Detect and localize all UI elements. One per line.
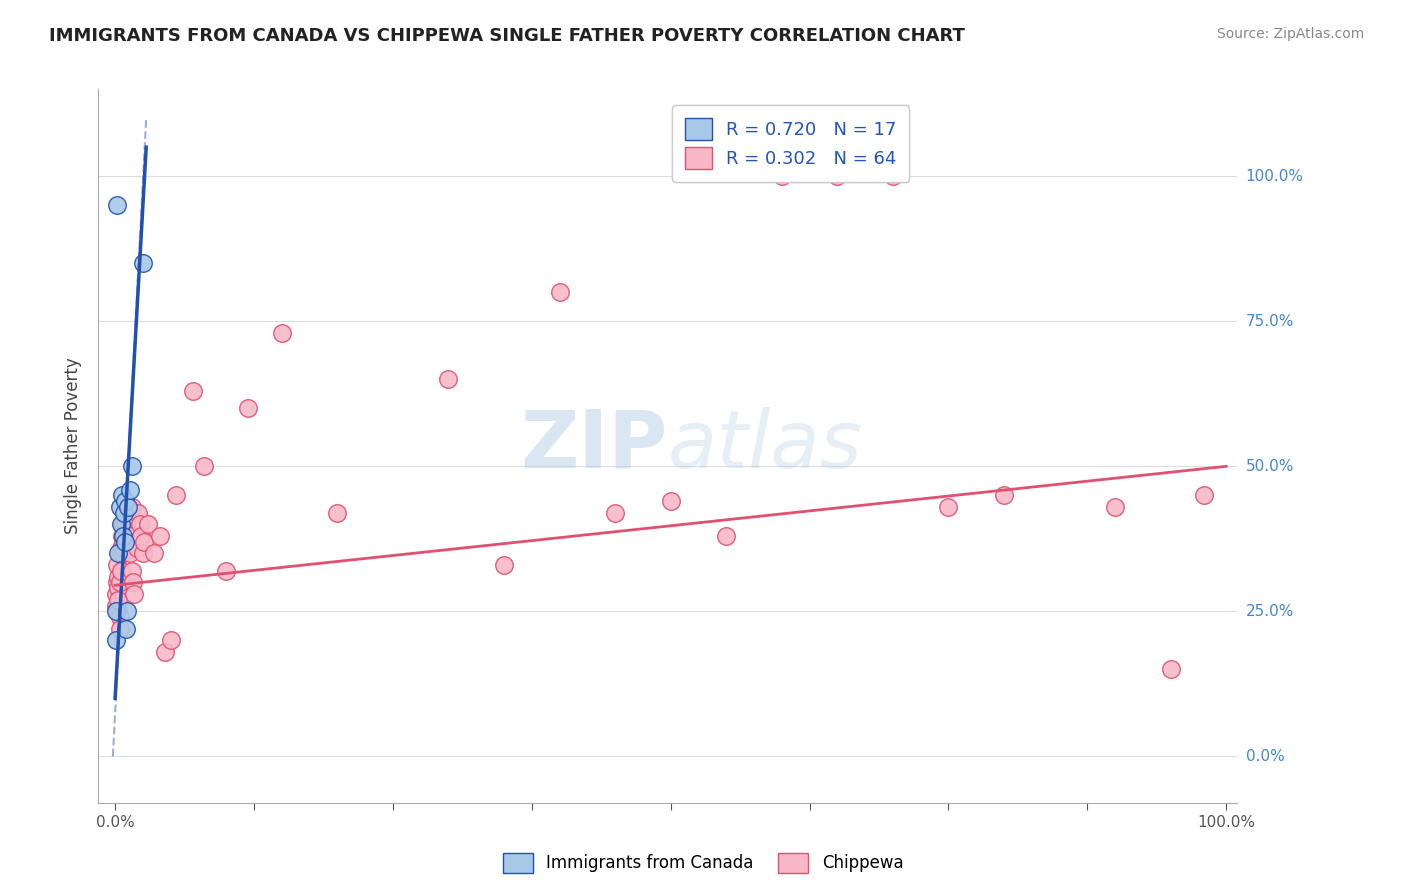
Point	[114, 506, 136, 520]
Point	[108, 575, 131, 590]
Text: 0.0%: 0.0%	[1246, 749, 1284, 764]
Point	[110, 517, 132, 532]
Point	[114, 517, 136, 532]
Point	[105, 633, 128, 648]
Legend: R = 0.720   N = 17, R = 0.302   N = 64: R = 0.720 N = 17, R = 0.302 N = 64	[672, 105, 910, 182]
Text: ZIP: ZIP	[520, 407, 668, 485]
Point	[659, 494, 682, 508]
Point	[121, 459, 143, 474]
Point	[105, 604, 128, 618]
Point	[107, 569, 129, 583]
Text: Source: ZipAtlas.com: Source: ZipAtlas.com	[1216, 27, 1364, 41]
Point	[165, 488, 187, 502]
Point	[107, 581, 129, 595]
Point	[112, 541, 135, 555]
Point	[437, 372, 460, 386]
Point	[127, 506, 149, 520]
Point	[105, 198, 128, 212]
Point	[148, 529, 170, 543]
Point	[108, 610, 131, 624]
Point	[153, 645, 176, 659]
Point	[132, 534, 155, 549]
Text: 100.0%: 100.0%	[1246, 169, 1303, 184]
Point	[107, 604, 129, 618]
Point	[770, 169, 793, 184]
Point	[120, 529, 142, 543]
Point	[112, 506, 135, 520]
Point	[215, 564, 238, 578]
Point	[117, 523, 139, 537]
Point	[111, 546, 134, 560]
Point	[143, 546, 166, 560]
Point	[714, 529, 737, 543]
Point	[111, 534, 134, 549]
Point	[114, 494, 136, 508]
Point	[128, 517, 150, 532]
Point	[111, 529, 134, 543]
Point	[105, 558, 128, 572]
Text: 50.0%: 50.0%	[1246, 458, 1294, 474]
Point	[115, 622, 138, 636]
Point	[105, 599, 128, 613]
Point	[112, 529, 135, 543]
Point	[181, 384, 204, 398]
Text: 75.0%: 75.0%	[1246, 314, 1294, 329]
Point	[492, 558, 515, 572]
Text: atlas: atlas	[668, 407, 863, 485]
Point	[121, 564, 143, 578]
Point	[121, 575, 143, 590]
Point	[882, 169, 904, 184]
Point	[110, 546, 132, 560]
Point	[326, 506, 349, 520]
Point	[111, 529, 134, 543]
Point	[138, 517, 160, 532]
Point	[132, 256, 155, 270]
Point	[603, 506, 626, 520]
Point	[114, 534, 136, 549]
Point	[117, 604, 139, 618]
Point	[107, 546, 129, 560]
Point	[129, 529, 152, 543]
Point	[115, 506, 138, 520]
Legend: Immigrants from Canada, Chippewa: Immigrants from Canada, Chippewa	[496, 847, 910, 880]
Point	[110, 541, 132, 555]
Point	[1192, 488, 1215, 502]
Point	[159, 633, 181, 648]
Point	[238, 401, 260, 416]
Text: 25.0%: 25.0%	[1246, 604, 1294, 619]
Point	[118, 483, 141, 497]
Text: IMMIGRANTS FROM CANADA VS CHIPPEWA SINGLE FATHER POVERTY CORRELATION CHART: IMMIGRANTS FROM CANADA VS CHIPPEWA SINGL…	[49, 27, 965, 45]
Point	[110, 564, 132, 578]
Point	[132, 546, 155, 560]
Point	[993, 488, 1015, 502]
Point	[111, 517, 134, 532]
Point	[127, 541, 149, 555]
Point	[827, 169, 849, 184]
Point	[122, 587, 145, 601]
Y-axis label: Single Father Poverty: Single Father Poverty	[65, 358, 83, 534]
Point	[108, 500, 131, 514]
Point	[121, 500, 143, 514]
Point	[111, 517, 134, 532]
Point	[105, 587, 128, 601]
Point	[1160, 662, 1182, 676]
Point	[107, 592, 129, 607]
Point	[105, 575, 128, 590]
Point	[117, 500, 139, 514]
Point	[111, 488, 134, 502]
Point	[1104, 500, 1126, 514]
Point	[938, 500, 960, 514]
Point	[117, 511, 139, 525]
Point	[548, 285, 571, 300]
Point	[118, 546, 141, 560]
Point	[270, 326, 292, 340]
Point	[193, 459, 215, 474]
Point	[108, 622, 131, 636]
